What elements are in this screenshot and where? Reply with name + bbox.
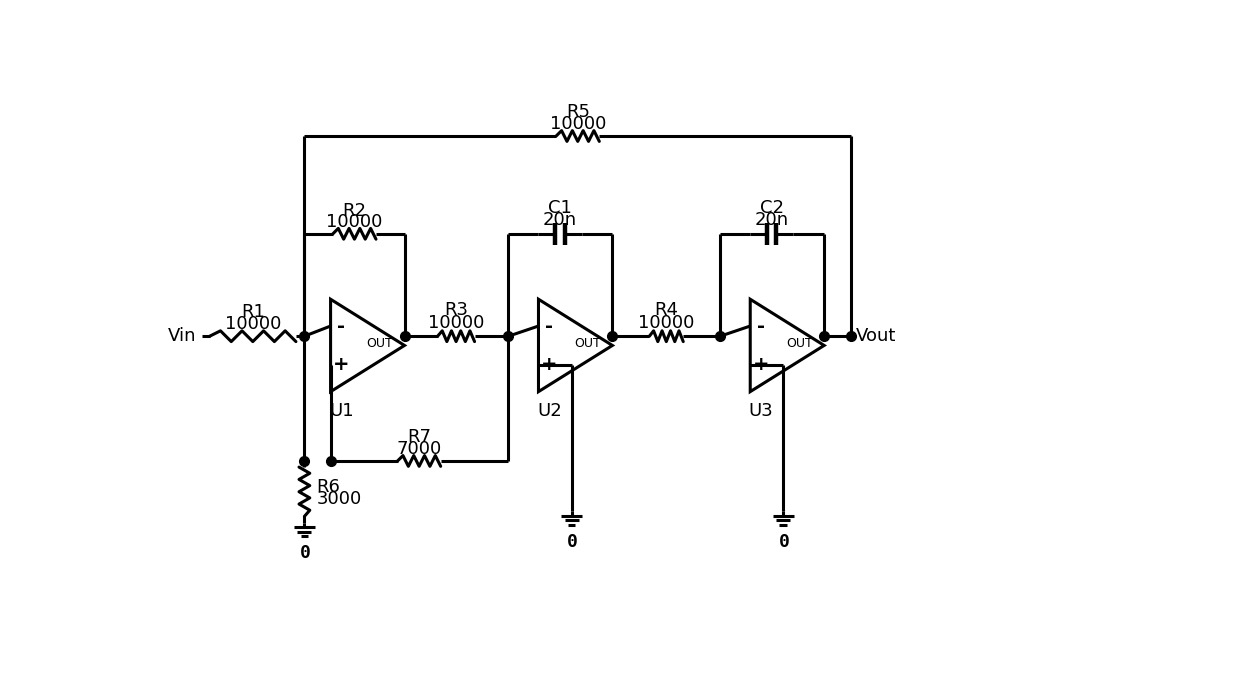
Text: 10000: 10000 [224, 315, 281, 333]
Text: OUT: OUT [574, 337, 601, 351]
Text: 10000: 10000 [549, 115, 606, 133]
Text: R7: R7 [407, 427, 432, 445]
Text: OUT: OUT [367, 337, 393, 351]
Text: +: + [334, 355, 350, 374]
Text: R3: R3 [444, 301, 467, 319]
Text: U3: U3 [749, 402, 774, 420]
Text: 10000: 10000 [428, 314, 485, 332]
Text: 3000: 3000 [316, 491, 362, 508]
Text: R4: R4 [655, 301, 678, 319]
Text: 0: 0 [300, 544, 310, 562]
Text: R6: R6 [316, 478, 341, 496]
Text: 0: 0 [567, 533, 578, 551]
Text: -: - [337, 316, 346, 335]
Text: R2: R2 [342, 202, 367, 220]
Text: Vin: Vin [169, 327, 197, 345]
Text: R5: R5 [565, 102, 590, 121]
Text: U1: U1 [329, 402, 353, 420]
Text: C2: C2 [760, 199, 784, 217]
Text: OUT: OUT [786, 337, 813, 351]
Text: R1: R1 [241, 302, 265, 321]
Text: 0: 0 [779, 533, 790, 551]
Text: +: + [753, 355, 769, 374]
Text: Vout: Vout [856, 327, 897, 345]
Text: 10000: 10000 [639, 314, 694, 332]
Text: +: + [541, 355, 558, 374]
Text: U2: U2 [537, 402, 562, 420]
Text: 7000: 7000 [397, 440, 441, 458]
Text: 20n: 20n [543, 211, 577, 229]
Text: 20n: 20n [755, 211, 789, 229]
Text: -: - [546, 316, 553, 335]
Text: 10000: 10000 [326, 213, 383, 231]
Text: C1: C1 [548, 199, 572, 217]
Text: -: - [756, 316, 765, 335]
